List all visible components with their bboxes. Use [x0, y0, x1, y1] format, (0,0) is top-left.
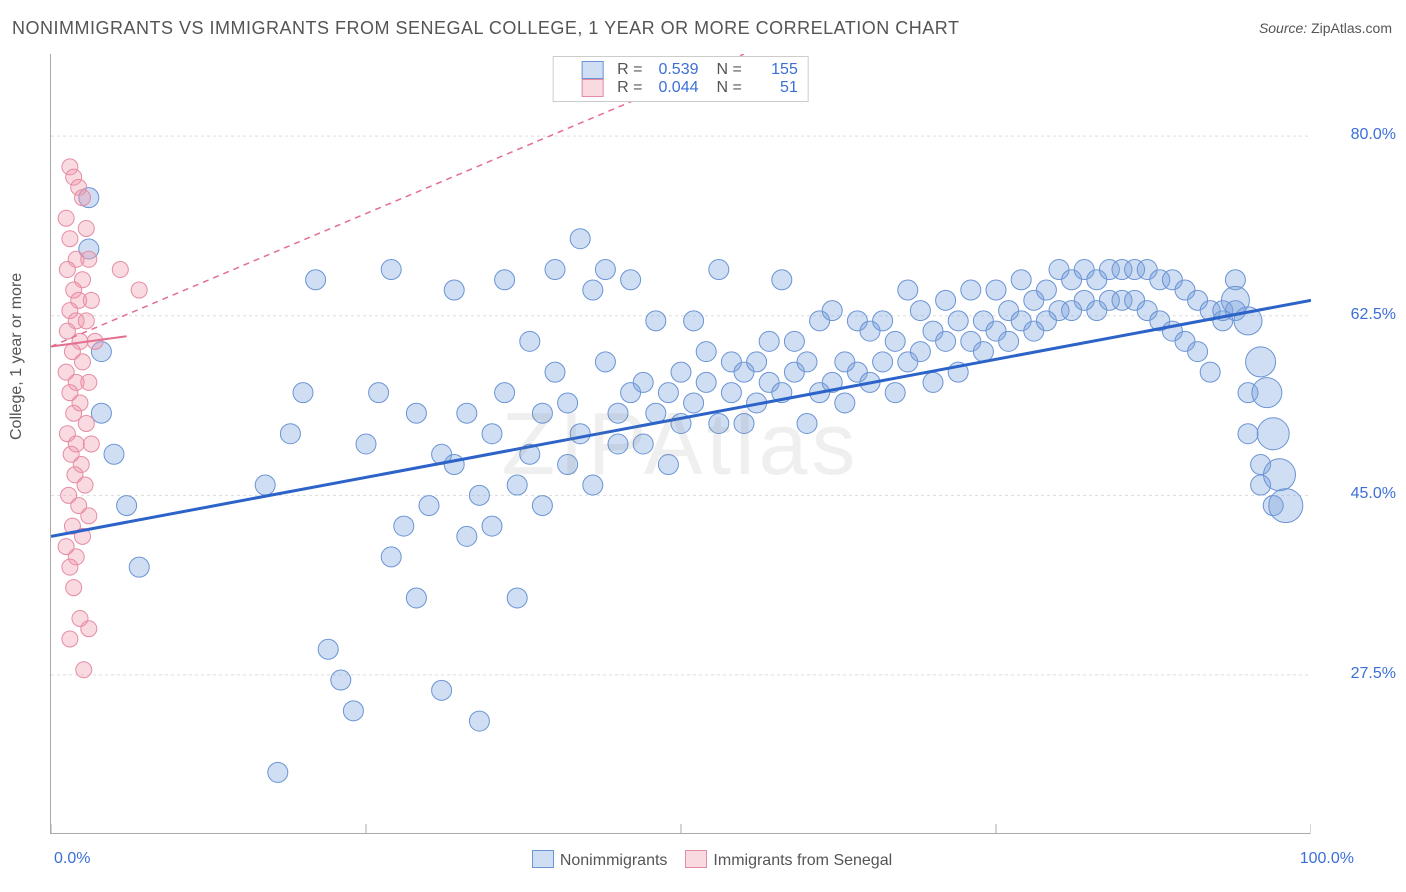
stat-r-label: R = [617, 79, 642, 97]
stat-row: R = 0.539 N = 155 [563, 61, 798, 79]
bottom-legend: Nonimmigrants Immigrants from Senegal [0, 850, 1406, 870]
stats-legend-box: R = 0.539 N = 155 R = 0.044 N = 51 [552, 56, 809, 102]
stat-r-value: 0.044 [651, 79, 699, 97]
chart-svg [51, 54, 1311, 834]
stat-n-value: 155 [750, 61, 798, 79]
stat-row: R = 0.044 N = 51 [563, 79, 798, 97]
stat-r-label: R = [617, 61, 642, 79]
source-credit: Source: ZipAtlas.com [1259, 20, 1392, 36]
stat-n-value: 51 [750, 79, 798, 97]
stat-n-label: N = [717, 61, 742, 79]
series-swatch [581, 61, 603, 79]
stat-n-label: N = [717, 79, 742, 97]
legend-swatch [685, 850, 707, 868]
plot-area: R =0.539N =155R =0.044N =51 ZIPAtlas [50, 54, 1310, 834]
source-value: ZipAtlas.com [1311, 20, 1392, 36]
y-tick-label: 45.0% [1351, 485, 1396, 503]
legend-label: Immigrants from Senegal [713, 852, 892, 869]
y-tick-label: 80.0% [1351, 126, 1396, 144]
y-tick-label: 62.5% [1351, 306, 1396, 324]
legend-label: Nonimmigrants [560, 852, 668, 869]
legend-swatch [532, 850, 554, 868]
y-axis-title: College, 1 year or more [8, 273, 26, 440]
y-tick-label: 27.5% [1351, 665, 1396, 683]
stat-r-value: 0.539 [651, 61, 699, 79]
series-swatch [581, 79, 603, 97]
chart-title: NONIMMIGRANTS VS IMMIGRANTS FROM SENEGAL… [12, 18, 959, 39]
source-label: Source: [1259, 20, 1307, 36]
